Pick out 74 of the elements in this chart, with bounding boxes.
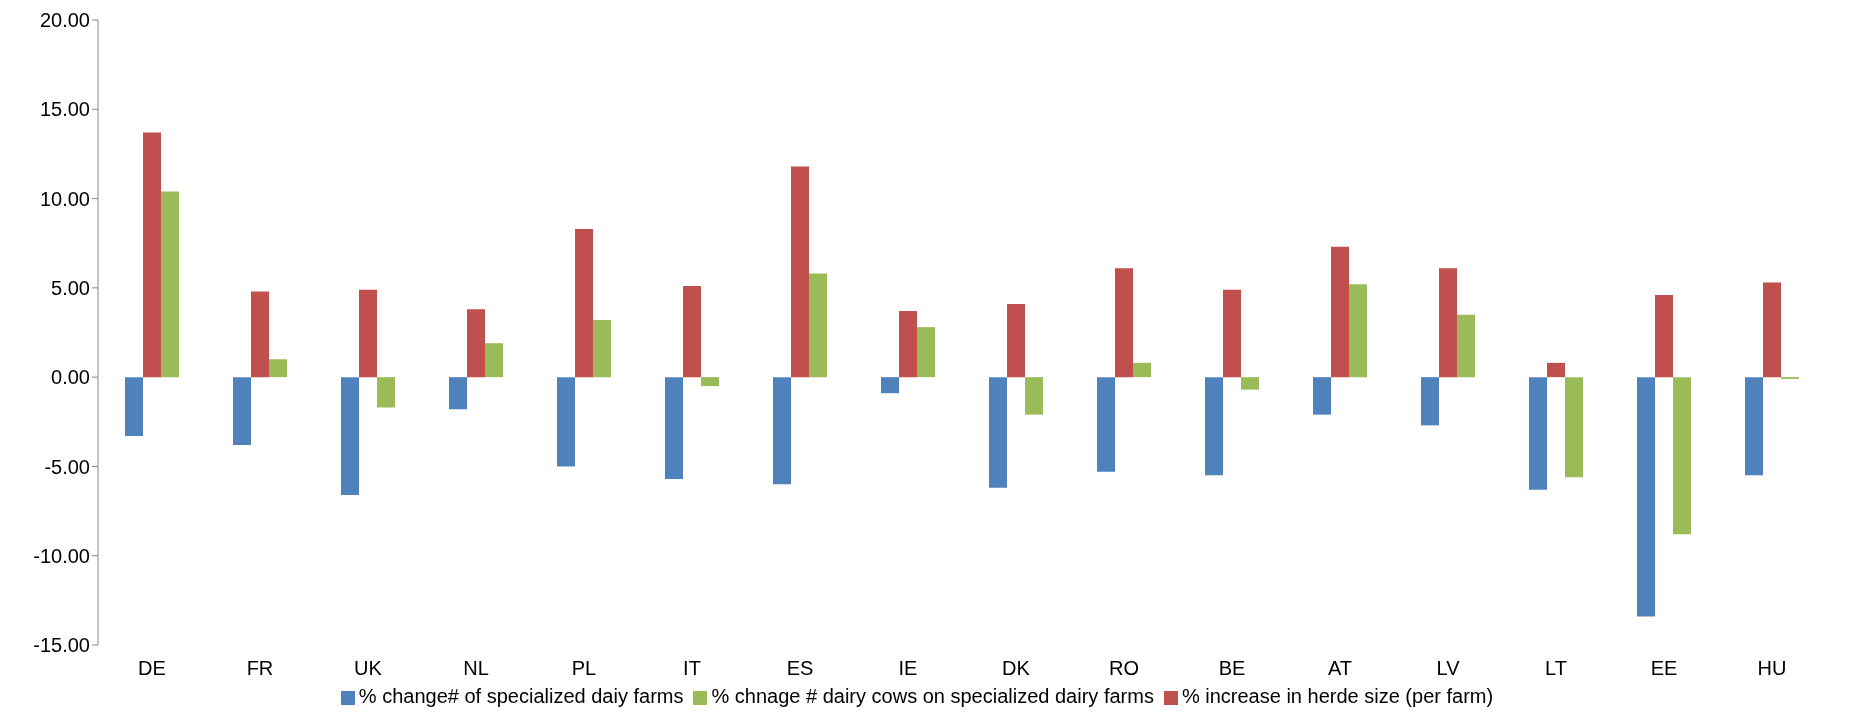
x-tick-label: LV [1436,657,1461,680]
bar [1457,314,1475,378]
x-tick-label: DK [1002,657,1031,680]
x-tick-label: EE [1650,657,1678,680]
bar [251,291,269,378]
bar [899,311,917,378]
bar [1655,295,1673,378]
bar [1097,377,1115,472]
x-tick-label: AT [1327,657,1353,680]
bar [809,273,827,378]
bar [1241,377,1259,390]
legend-label: % increase in herde size (per farm) [1181,685,1494,707]
bar [1529,377,1547,490]
bar [791,166,809,378]
bar [1133,362,1151,378]
legend-label: % chnage # dairy cows on specialized dairy farms [711,685,1154,707]
bar [773,377,791,485]
bar [1547,362,1565,378]
x-tick-label: LT [1545,657,1567,680]
bar [161,191,179,378]
y-tick-label: -5.00 [44,455,90,478]
bar [485,343,503,378]
bar [989,377,1007,488]
x-tick-label: NL [463,657,489,680]
bar [143,132,161,378]
bar [1007,303,1025,378]
bar [593,320,611,378]
bar [1313,377,1331,415]
y-tick-label: 10.00 [39,187,90,210]
bar [1439,268,1457,378]
x-tick-label: FR [246,657,274,680]
x-tick-label: DE [138,657,166,680]
bar [1223,289,1241,378]
bar [1673,377,1691,535]
x-tick-label: BE [1218,657,1246,680]
bar [683,286,701,378]
bar [1205,377,1223,476]
bar [575,228,593,378]
bar [341,377,359,495]
bar [125,377,143,437]
bar [701,377,719,387]
bar [1349,284,1367,378]
bar [557,377,575,467]
y-tick-label: -15.00 [33,634,90,657]
bar [377,377,395,408]
bar [1421,377,1439,426]
y-tick-label: 0.00 [51,366,90,389]
bar [1331,246,1349,378]
y-tick-label: 20.00 [39,9,90,32]
x-tick-label: IE [898,657,918,680]
x-tick-label: PL [571,657,597,680]
y-tick-label: -10.00 [33,544,90,567]
y-tick-label: 5.00 [51,276,90,299]
bar [449,377,467,410]
bar [1745,377,1763,476]
x-tick-label: RO [1109,657,1139,680]
x-tick-label: UK [354,657,383,680]
bar [881,377,899,394]
y-tick-label: 15.00 [39,98,90,121]
x-tick-label: HU [1757,657,1787,680]
x-tick-label: ES [786,657,814,680]
bar [467,309,485,378]
bar [1115,268,1133,378]
x-tick-label: IT [683,657,701,680]
bar [359,289,377,378]
legend-label: % change# of specialized daiy farms [358,685,684,707]
bar [269,359,287,378]
bar [233,377,251,445]
bar [1763,282,1781,378]
bar [665,377,683,479]
bar [1637,377,1655,617]
bar [1565,377,1583,478]
bar [917,327,935,378]
bar [1025,377,1043,415]
